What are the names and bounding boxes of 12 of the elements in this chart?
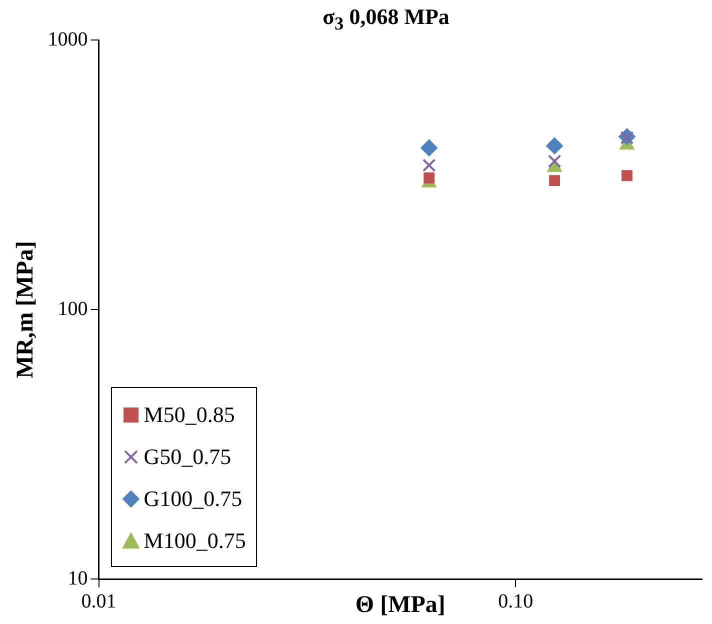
x-axis-title: Θ [MPa] xyxy=(355,592,446,618)
x-tick-label: 0.01 xyxy=(81,590,116,612)
chart-title: σ$_{3}$ 0,068 MPa xyxy=(322,4,450,34)
legend-label: G50_0.75 xyxy=(144,444,232,470)
x-tick-label: 0.10 xyxy=(498,590,534,612)
y-tick-label: 1000 xyxy=(48,28,88,50)
y-tick-label: 10 xyxy=(68,567,88,590)
legend-label: G100_0.75 xyxy=(144,486,242,512)
legend-label: M100_0.75 xyxy=(144,528,246,554)
y-axis-title: MR,m [MPa] xyxy=(12,240,39,378)
legend-label: M50_0.85 xyxy=(144,402,235,428)
y-tick-label: 100 xyxy=(58,298,88,320)
